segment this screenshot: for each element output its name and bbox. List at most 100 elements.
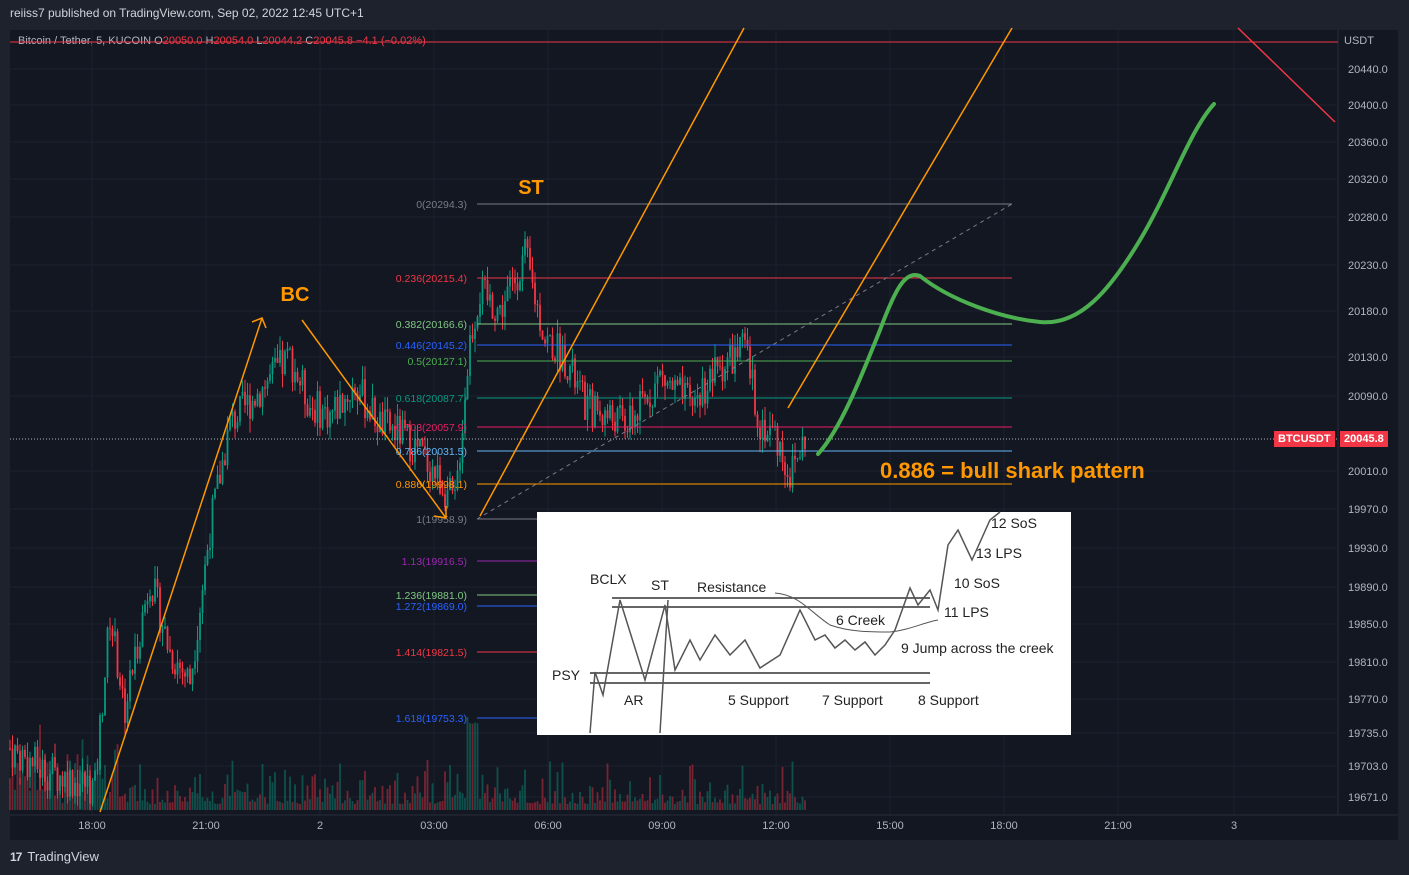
candle-body [569, 366, 571, 381]
candle-body [401, 419, 404, 444]
volume-bar [359, 780, 361, 810]
candle-body [404, 419, 406, 429]
volume-bar [441, 800, 444, 810]
volume-bar [509, 798, 511, 810]
volume-bar [774, 796, 776, 810]
candle-body [696, 394, 699, 398]
candle-body [754, 369, 756, 415]
volume-bar [186, 801, 189, 810]
candle-body [339, 394, 341, 419]
volume-bar [159, 802, 161, 810]
candle-body [516, 283, 519, 291]
volume-bar [586, 803, 589, 810]
candle-body [296, 371, 299, 382]
candle-body [739, 337, 741, 358]
candle-body [791, 455, 794, 488]
candle-body [351, 387, 354, 401]
candle-body [649, 402, 651, 407]
fib-level-label: 0.446(20145.2) [396, 340, 467, 352]
volume-bar [504, 789, 506, 810]
volume-bar [789, 793, 791, 810]
volume-bar [276, 800, 279, 810]
candle-body [26, 756, 29, 778]
candle-body [76, 782, 79, 797]
candle-body [106, 627, 109, 678]
bc-fall-line [301, 319, 447, 519]
candle-body [361, 379, 364, 395]
price-swing-path [589, 511, 1001, 734]
candle-body [159, 587, 161, 633]
candle-body [414, 439, 416, 463]
volume-bar [449, 765, 451, 810]
arrow-head-icon [433, 506, 447, 519]
volume-bar [461, 793, 464, 810]
candle-body [541, 330, 544, 340]
volume-bar [141, 800, 144, 810]
volume-bar [434, 803, 436, 810]
y-tick-label: 19810.0 [1348, 657, 1388, 669]
volume-bar [651, 802, 654, 810]
volume-bar [544, 797, 546, 810]
candle-body [716, 357, 719, 366]
candle-body [604, 410, 606, 426]
candle-body [94, 770, 96, 781]
candle-body [291, 348, 294, 383]
candle-body [271, 361, 274, 374]
candle-body [459, 462, 461, 471]
volume-bar [54, 795, 56, 810]
candle-body [376, 426, 379, 433]
volume-bar [764, 792, 766, 810]
volume-bar [241, 791, 244, 810]
fib-level-label: 1.414(19821.5) [396, 647, 467, 659]
candle-body [531, 269, 534, 283]
volume-bar [749, 797, 751, 810]
candle-body [559, 333, 561, 371]
candle-body [616, 407, 619, 432]
candle-body [214, 488, 216, 498]
candle-body [89, 775, 91, 804]
candle-body [54, 757, 56, 768]
volume-bar [181, 801, 184, 810]
candle-body [86, 775, 89, 787]
volume-bar [466, 717, 469, 810]
volume-bar [396, 773, 399, 810]
candle-body [729, 345, 731, 358]
volume-bar [534, 802, 536, 810]
volume-bar [681, 789, 684, 810]
candle-body [56, 767, 59, 791]
volume-bar [119, 796, 121, 810]
volume-bar [351, 801, 354, 810]
candle-body [554, 358, 556, 361]
fib-level-label: 1.236(19881.0) [396, 590, 467, 602]
y-tick-label: 19735.0 [1348, 728, 1388, 740]
volume-bar [49, 769, 51, 810]
x-tick-label: 3 [1231, 820, 1237, 832]
candle-body [269, 373, 271, 381]
inset-label-creek6: 6 Creek [836, 612, 886, 628]
candle-body [399, 416, 401, 444]
volume-bar [426, 759, 429, 810]
candle-body [391, 425, 394, 431]
volume-bar [671, 796, 674, 810]
volume-bar [154, 803, 156, 810]
volume-bar [44, 755, 46, 810]
symbol-name: Bitcoin / Tether, 5, KUCOIN [18, 35, 152, 47]
volume-bar [516, 802, 519, 810]
candle-body [229, 416, 231, 430]
volume-bar [9, 778, 11, 810]
candle-body [354, 387, 356, 392]
fib-level-label: 0(20294.3) [416, 199, 467, 211]
inset-label-ar: AR [624, 692, 643, 708]
volume-bar [734, 803, 736, 810]
volume-bar [564, 797, 566, 810]
volume-bar [746, 799, 749, 810]
candle-body [556, 333, 559, 361]
volume-bar [11, 766, 14, 810]
volume-bar [736, 795, 739, 810]
x-tick-label: 12:00 [762, 820, 790, 832]
tradingview-brand[interactable]: 17 TradingView [10, 849, 99, 864]
fib-level-label: 0.886(19998.1) [396, 479, 467, 491]
candle-body [411, 461, 414, 463]
candle-body [131, 670, 134, 674]
